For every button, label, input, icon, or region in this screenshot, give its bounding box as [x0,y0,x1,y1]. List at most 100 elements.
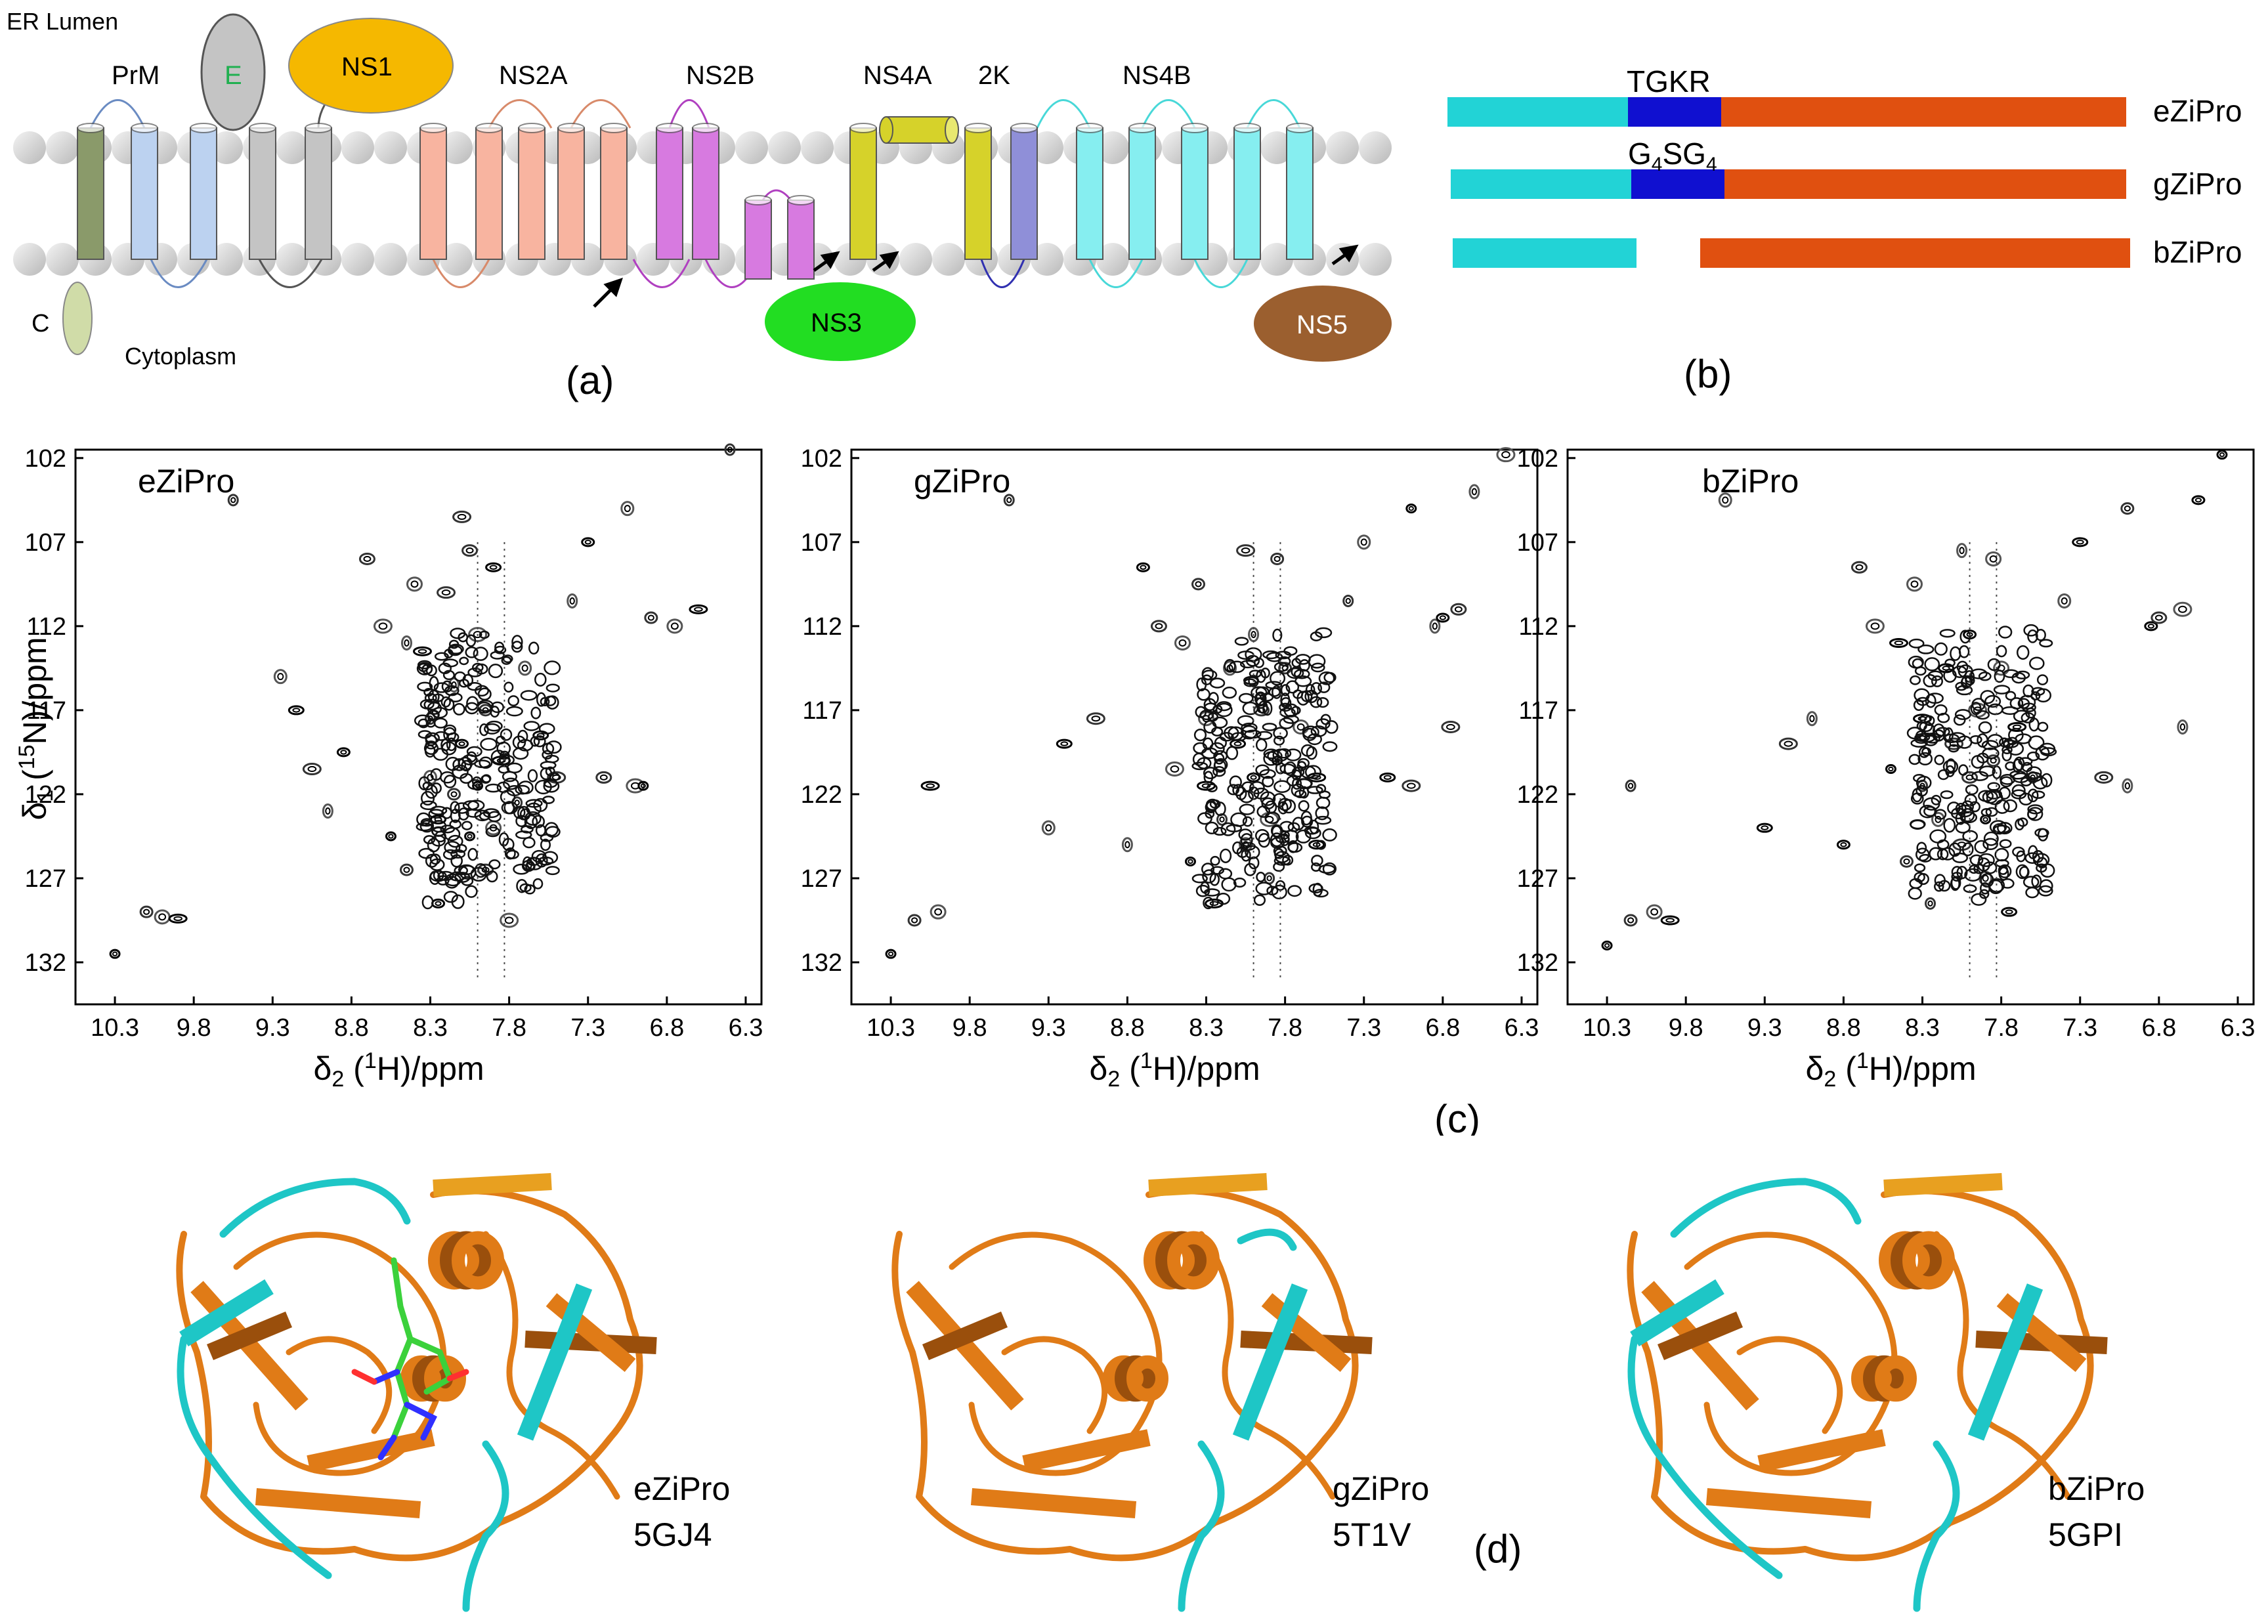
nmr-peak-cluster [1311,855,1323,866]
nmr-peak [399,863,414,876]
nmr-peak-cluster [2039,639,2053,648]
nmr-peak-cluster [1285,748,1302,761]
nmr-peak [273,669,288,685]
nmr-peak-cluster [1981,740,1999,750]
nmr-peak-cluster [2036,857,2048,869]
nmr-peak-cluster [2038,828,2049,842]
nmr-peak-cluster [543,779,560,793]
nmr-peak-cluster [2029,656,2045,670]
nmr-peak-cluster [1291,769,1302,780]
nmr-peak-cluster [1918,746,1930,758]
nmr-peak [373,618,393,634]
lipid-head [210,131,243,164]
nmr-peak-cluster [1241,722,1258,733]
nmr-peak-cluster [1262,650,1279,660]
nmr-peak-cluster [417,662,429,672]
nmr-peak-cluster [422,781,433,790]
nmr-peak-cluster [485,783,502,793]
nmr-peak-cluster [1262,701,1273,716]
nmr-peak [567,593,578,609]
coil [1237,1228,1297,1251]
nmr-peak [518,660,532,676]
nmr-peak-cluster [1931,794,1942,805]
nmr-peak-cluster [2018,694,2036,710]
nmr-peak [1184,856,1196,866]
x-tick-label: 10.3 [1583,1014,1631,1042]
y-tick-label: 122 [801,781,842,809]
nmr-peak-cluster [1921,747,1932,757]
nmr-peak-cluster [423,742,439,756]
nmr-peak-cluster [1279,702,1293,712]
beta-strand [1757,1429,1886,1472]
panel-d-structures: eZiPro 5GJ4 gZiPro 5T1V bZiPro 5GPI (d) [176,1173,2145,1612]
nmr-peak-cluster [524,814,538,830]
nmr-peak [1756,823,1773,833]
helix-PrM [190,123,217,260]
nmr-peak-cluster [2032,853,2050,867]
nmr-peak-cluster [1983,831,1999,846]
nmr-peak-cluster [2023,624,2039,637]
nmr-peak-cluster [425,719,436,728]
nmr-peak [1925,897,1936,910]
nmr-peak-cluster [1307,733,1322,746]
nmr-peak [1236,544,1256,557]
nmr-peak-cluster [1993,685,2011,694]
nmr-peak-cluster [1958,645,1970,658]
y-tick-label: 132 [1517,949,1558,977]
nmr-peak-cluster [442,658,459,668]
nmr-peak-cluster [461,876,474,886]
nmr-peak-cluster [458,632,469,643]
alpha-helix [1879,1231,1955,1290]
nmr-peak-cluster [431,820,447,833]
y-tick-label: 117 [26,697,66,725]
beta-strand [307,1429,435,1472]
nmr-peak-cluster [1310,631,1323,641]
nmr-peak-cluster [1306,746,1317,760]
nmr-peak [1260,811,1279,827]
nmr-peak-cluster [1294,675,1312,687]
lipid-head [46,131,79,164]
nmr-peak-cluster [440,696,451,708]
nmr-peak [1956,543,1968,559]
nmr-peak-cluster [1919,721,1933,733]
lipid-head [210,243,243,276]
x-tick-label: 6.3 [1505,1014,1539,1042]
nmr-peak-cluster [1202,869,1216,884]
NS3-label: NS3 [811,309,862,337]
nmr-peak [2150,611,2168,624]
lipid-head [1359,243,1392,276]
helix-PrM [131,123,158,260]
nmr-peak [1985,551,2002,566]
nmr-peak-cluster [1923,735,1938,746]
x-axis-label: δ2 (1H)/ppm [314,1048,484,1092]
nmr-peak-cluster [444,873,461,887]
nmr-peak [1003,494,1015,507]
nmr-peak-cluster [1242,701,1258,716]
nmr-peak-cluster [452,764,469,779]
nmr-peak-cluster [490,706,500,718]
NS2A-label: NS2A [499,61,568,90]
x-tick-label: 8.3 [1905,1014,1940,1042]
spectrum-eZiPro: 10.3 9.8 9.3 8.8 8.3 7.8 7.3 6.8 6.3 102 107 112 117… [25,443,763,1092]
structure-pdb-eZiPro: 5GJ4 [633,1516,712,1553]
nmr-peak-cluster [1203,888,1220,897]
nmr-peak-cluster [1310,682,1322,695]
nmr-peak-cluster [1291,658,1302,668]
transmembrane-helices [77,123,1314,280]
nmr-peak-cluster [1240,833,1253,847]
nmr-peak-cluster [1923,673,1937,688]
spectrum-title: gZiPro [914,463,1010,500]
topology-loops [89,84,1301,288]
nmr-peak-cluster [427,710,440,721]
nmr-peak-cluster [504,847,516,860]
nmr-peak-cluster [549,772,561,781]
nmr-peak [1429,618,1441,634]
nmr-peak-cluster [505,706,523,717]
nmr-peak-cluster [1906,727,1923,740]
beta-strand [433,1173,552,1197]
beta-strand [1148,1173,1268,1197]
nmr-peak-cluster [1923,797,1940,811]
nmr-peak [322,803,333,819]
helix-NS2A [557,123,585,260]
nmr-peak-cluster [1254,692,1266,707]
